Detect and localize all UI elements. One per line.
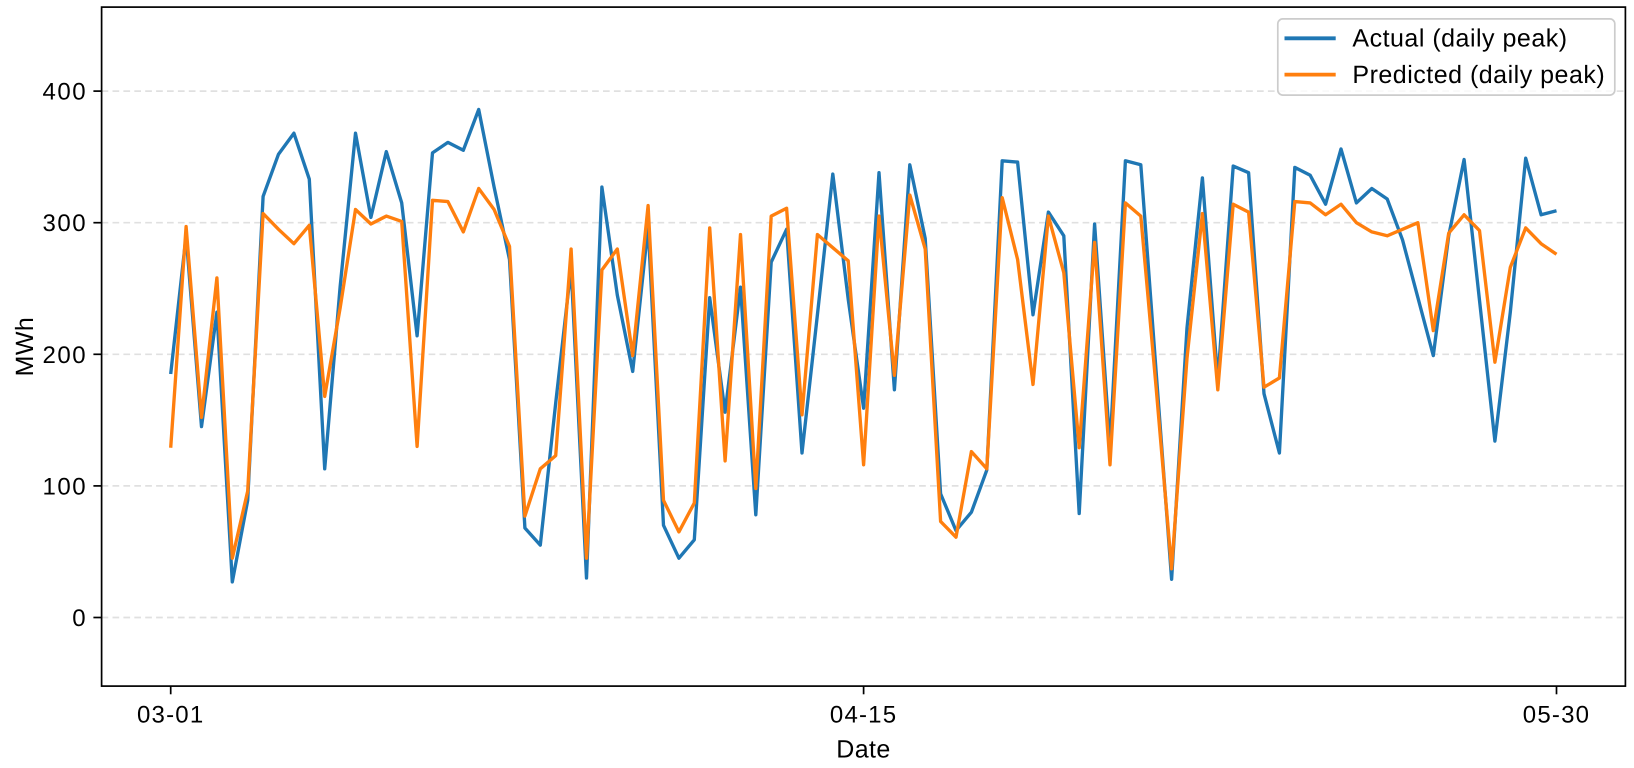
svg-text:Actual (daily peak): Actual (daily peak) xyxy=(1352,25,1567,53)
svg-text:0: 0 xyxy=(72,605,87,632)
svg-text:200: 200 xyxy=(43,342,88,369)
svg-text:Predicted (daily peak): Predicted (daily peak) xyxy=(1352,61,1605,89)
svg-text:05-30: 05-30 xyxy=(1523,702,1590,729)
svg-text:03-01: 03-01 xyxy=(137,702,204,729)
svg-text:400: 400 xyxy=(43,79,88,106)
svg-text:100: 100 xyxy=(43,473,88,500)
svg-text:MWh: MWh xyxy=(11,317,39,377)
svg-text:04-15: 04-15 xyxy=(830,702,897,729)
svg-text:300: 300 xyxy=(43,210,88,237)
svg-text:Date: Date xyxy=(836,736,890,764)
